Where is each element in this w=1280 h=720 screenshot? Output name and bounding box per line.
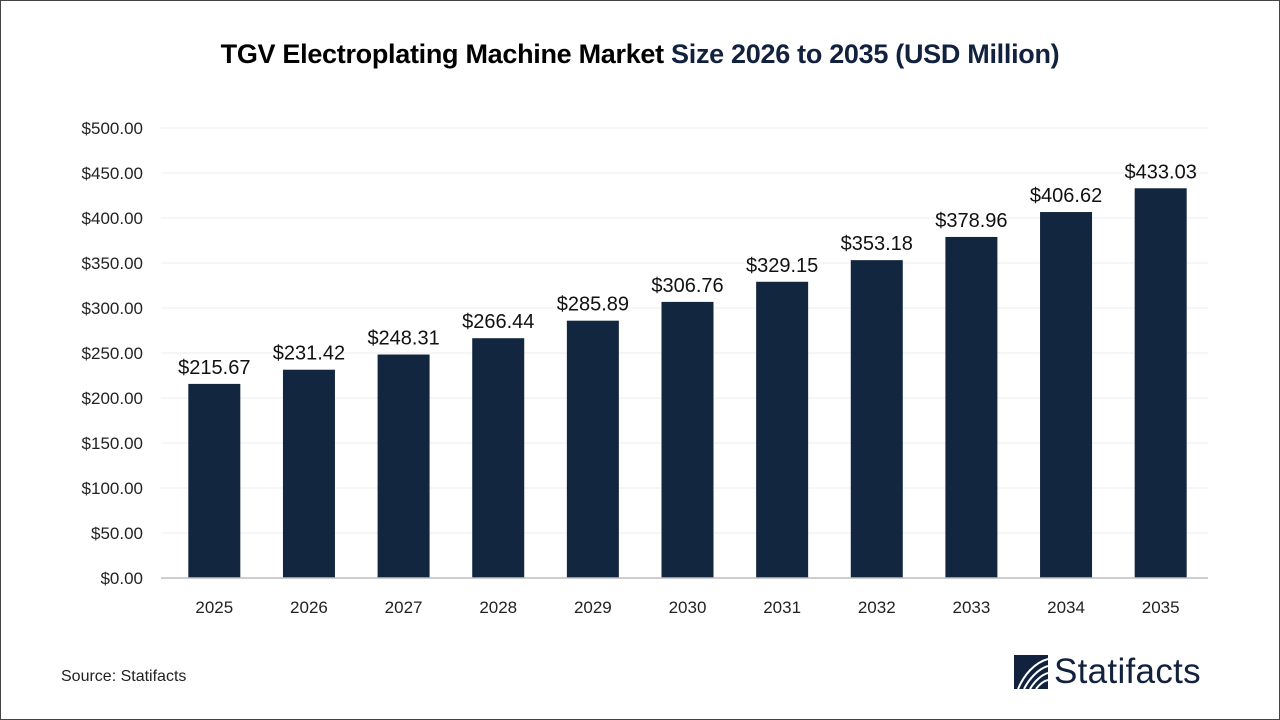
x-tick-label: 2028 [479, 598, 517, 617]
logo-icon [1014, 655, 1048, 689]
x-tick-label: 2030 [669, 598, 707, 617]
bar [377, 354, 430, 578]
bar [1134, 188, 1187, 578]
x-tick-label: 2027 [385, 598, 423, 617]
x-tick-label: 2029 [574, 598, 612, 617]
y-tick-label: $200.00 [82, 389, 143, 408]
y-tick-label: $450.00 [82, 164, 143, 183]
data-label: $248.31 [367, 328, 439, 350]
bar [756, 281, 809, 578]
y-tick-label: $300.00 [82, 299, 143, 318]
y-tick-label: $0.00 [100, 569, 143, 588]
bar [566, 320, 619, 578]
logo-text: Statifacts [1054, 652, 1201, 691]
x-tick-label: 2031 [763, 598, 801, 617]
statifacts-logo: Statifacts [1014, 652, 1201, 692]
y-tick-label: $100.00 [82, 479, 143, 498]
y-tick-label: $350.00 [82, 254, 143, 273]
chart-title: TGV Electroplating Machine Market Size 2… [1, 39, 1279, 70]
bar [282, 369, 335, 578]
data-label: $433.03 [1125, 161, 1197, 183]
data-label: $353.18 [841, 233, 913, 255]
bar [945, 236, 998, 578]
x-tick-label: 2025 [195, 598, 233, 617]
data-label: $266.44 [462, 311, 534, 333]
title-part-1: TGV Electroplating Machine Market [220, 39, 665, 69]
x-tick-label: 2034 [1047, 598, 1085, 617]
data-label: $406.62 [1030, 185, 1102, 207]
x-tick-label: 2033 [952, 598, 990, 617]
data-label: $285.89 [557, 294, 629, 316]
data-label: $215.67 [178, 357, 250, 379]
data-label: $306.76 [651, 275, 723, 297]
y-tick-label: $150.00 [82, 434, 143, 453]
bar [661, 301, 714, 578]
x-tick-label: 2032 [858, 598, 896, 617]
bar [1040, 212, 1093, 579]
source-note: Source: Statifacts [61, 668, 187, 685]
y-tick-label: $400.00 [82, 209, 143, 228]
y-tick-label: $250.00 [82, 344, 143, 363]
data-label: $231.42 [273, 343, 345, 365]
bar [472, 338, 525, 578]
title-part-2: Size 2026 to 2035 (USD Million) [671, 39, 1060, 69]
bar [850, 260, 903, 578]
x-tick-label: 2026 [290, 598, 328, 617]
data-label: $378.96 [935, 210, 1007, 232]
bar [188, 383, 241, 578]
y-tick-label: $500.00 [82, 119, 143, 138]
y-tick-label: $50.00 [91, 524, 143, 543]
x-tick-label: 2035 [1142, 598, 1180, 617]
data-label: $329.15 [746, 255, 818, 277]
